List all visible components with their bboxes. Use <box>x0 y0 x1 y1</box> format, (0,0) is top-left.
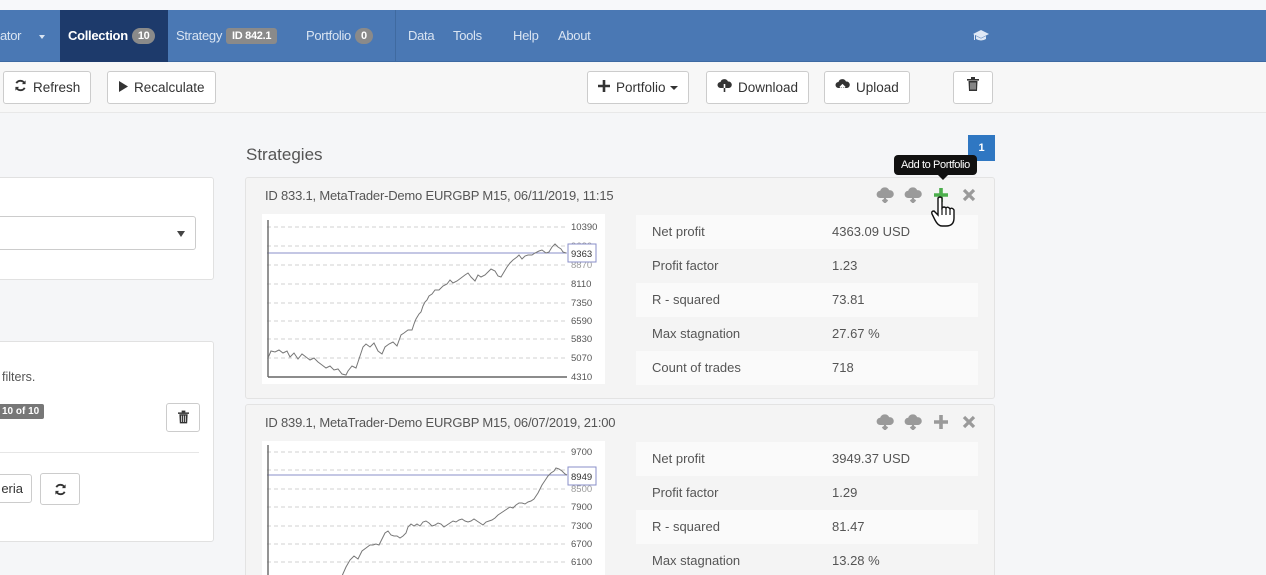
chevron-down-icon <box>38 34 45 39</box>
download-strategy-button[interactable] <box>874 413 896 433</box>
stat-row: R - squared 81.47 <box>636 510 978 544</box>
svg-text:5070: 5070 <box>571 353 592 364</box>
recalculate-button[interactable]: Recalculate <box>107 71 216 104</box>
divider <box>0 452 199 453</box>
source-select-panel <box>0 177 214 280</box>
add-to-portfolio-button[interactable] <box>930 413 952 433</box>
reset-filters-button[interactable] <box>40 473 80 505</box>
filters-panel: filters. 10 of 10 eria <box>0 341 214 542</box>
download-strategy-button[interactable] <box>874 186 896 206</box>
svg-text:8500: 8500 <box>571 484 592 495</box>
balance-chart: 9700 9100 8500 7900 7300 6700 6100 8949 <box>262 441 605 575</box>
download-button[interactable]: Download <box>706 71 810 104</box>
balance-chart: 10390 9630 8870 8110 7350 6590 5830 5070… <box>262 214 605 384</box>
nav-collection[interactable]: Collection 10 <box>60 10 168 62</box>
trash-icon <box>967 71 979 102</box>
source-select[interactable] <box>0 216 196 250</box>
stat-row: Count of trades 718 <box>636 351 978 385</box>
strategy-title: ID 839.1, MetaTrader-Demo EURGBP M15, 06… <box>265 415 616 430</box>
current-balance-label: 9363 <box>571 249 592 260</box>
nav-about[interactable]: About <box>558 28 591 43</box>
stat-row: Profit factor 1.23 <box>636 249 978 283</box>
svg-text:7900: 7900 <box>571 502 592 513</box>
nav-generator[interactable]: ator <box>0 10 58 62</box>
svg-text:10390: 10390 <box>571 222 597 233</box>
toolbar: Refresh Recalculate Portfolio Download U… <box>0 63 1266 113</box>
svg-text:6590: 6590 <box>571 316 592 327</box>
balance-line-chart: 9700 9100 8500 7900 7300 6700 6100 8949 <box>267 445 597 575</box>
stat-row: Max stagnation 27.67 % <box>636 317 978 351</box>
svg-text:6700: 6700 <box>571 539 592 550</box>
svg-text:4310: 4310 <box>571 372 592 383</box>
cloud-download-icon <box>876 186 894 206</box>
card-actions <box>874 413 980 433</box>
close-icon <box>962 415 976 432</box>
svg-text:8870: 8870 <box>571 260 592 271</box>
strategy-stats: Net profit 4363.09 USD Profit factor 1.23 … <box>636 215 978 385</box>
main-navbar: ator Collection 10 Strategy ID 842.1 Portf… <box>0 10 1266 62</box>
nav-divider <box>395 10 396 62</box>
filters-text: filters. <box>2 370 36 384</box>
svg-text:8110: 8110 <box>571 279 591 290</box>
nav-data[interactable]: Data <box>408 28 435 43</box>
caret-down-icon <box>669 86 678 91</box>
svg-text:6100: 6100 <box>571 557 592 568</box>
strategy-card: ID 833.1, MetaTrader-Demo EURGBP M15, 06… <box>245 177 995 399</box>
strategy-title: ID 833.1, MetaTrader-Demo EURGBP M15, 06… <box>265 188 614 203</box>
stat-row: Profit factor 1.29 <box>636 476 978 510</box>
refresh-icon <box>54 483 67 499</box>
refresh-icon <box>14 72 27 103</box>
refresh-button[interactable]: Refresh <box>3 71 92 104</box>
svg-text:9700: 9700 <box>571 447 592 458</box>
window-top-strip <box>0 0 1266 10</box>
portfolio-count-badge: 0 <box>355 28 373 44</box>
nav-portfolio[interactable]: Portfolio 0 <box>306 10 373 62</box>
plus-icon <box>933 414 949 433</box>
svg-text:7350: 7350 <box>571 298 592 309</box>
cloud-upload-icon <box>904 413 922 433</box>
stat-row: Max stagnation 13.28 % <box>636 544 978 575</box>
select-arrow-icon <box>177 231 185 237</box>
cloud-download-icon <box>717 72 732 103</box>
collection-count-badge: 10 <box>131 28 156 44</box>
stat-row: Net profit 3949.37 USD <box>636 442 978 476</box>
nav-tools[interactable]: Tools <box>453 28 482 43</box>
remove-strategy-button[interactable] <box>958 186 980 206</box>
play-icon <box>118 72 128 103</box>
trash-icon <box>178 410 189 427</box>
upload-button[interactable]: Upload <box>824 71 910 104</box>
filter-count-badge: 10 of 10 <box>0 404 45 419</box>
balance-line-chart: 10390 9630 8870 8110 7350 6590 5830 5070… <box>267 220 597 383</box>
nav-help[interactable]: Help <box>513 28 539 43</box>
criteria-button[interactable]: eria <box>0 474 32 503</box>
plus-icon <box>598 72 610 103</box>
strategy-id-badge: ID 842.1 <box>226 28 278 44</box>
cloud-upload-icon <box>835 72 850 103</box>
current-balance-label: 8949 <box>571 472 592 483</box>
stat-row: Net profit 4363.09 USD <box>636 215 978 249</box>
strategies-heading: Strategies <box>246 145 323 164</box>
remove-strategy-button[interactable] <box>958 413 980 433</box>
graduation-cap-icon[interactable] <box>972 28 990 44</box>
upload-strategy-button[interactable] <box>902 413 924 433</box>
close-icon <box>962 188 976 205</box>
cloud-upload-icon <box>904 186 922 206</box>
add-portfolio-dropdown[interactable]: Portfolio <box>587 71 689 104</box>
delete-all-button[interactable] <box>953 71 993 104</box>
clear-filters-button[interactable] <box>166 403 200 432</box>
strategy-card: ID 839.1, MetaTrader-Demo EURGBP M15, 06… <box>245 404 995 575</box>
hand-pointer-cursor-icon <box>930 196 956 228</box>
strategy-stats: Net profit 3949.37 USD Profit factor 1.29 … <box>636 442 978 575</box>
add-to-portfolio-tooltip: Add to Portfolio <box>894 155 977 180</box>
upload-strategy-button[interactable] <box>902 186 924 206</box>
cloud-download-icon <box>876 413 894 433</box>
svg-text:7300: 7300 <box>571 521 592 532</box>
card-actions <box>874 186 980 206</box>
svg-text:5830: 5830 <box>571 334 592 345</box>
stat-row: R - squared 73.81 <box>636 283 978 317</box>
nav-strategy[interactable]: Strategy ID 842.1 <box>176 10 278 62</box>
